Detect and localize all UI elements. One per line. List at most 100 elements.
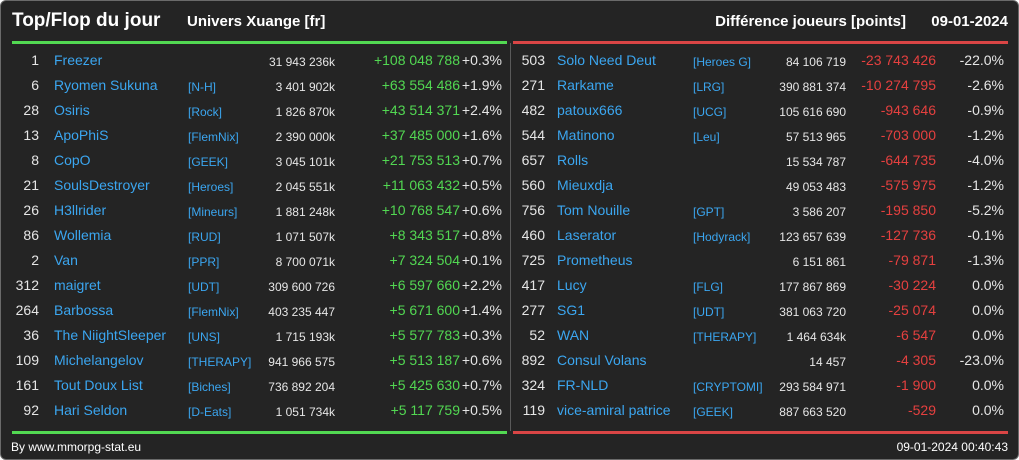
points-difference: -529 xyxy=(907,402,936,418)
flop-row: 482 patoux666 [UCG] 105 616 690 -943 646 -0.9… xyxy=(513,99,1008,124)
top-row: 92 Hari Seldon [D-Eats] 1 051 734k +5 117 75… xyxy=(12,399,507,424)
player-name-link[interactable]: maigret xyxy=(54,277,101,293)
player-name-link[interactable]: Tout Doux List xyxy=(54,377,143,393)
percent-change: -22.0% xyxy=(959,52,1004,68)
player-name-link[interactable]: Rolls xyxy=(557,152,589,168)
alliance-tag-link[interactable]: [Mineurs] xyxy=(188,205,238,219)
player-name-link[interactable]: FR-NLD xyxy=(557,377,609,393)
alliance-tag-link[interactable]: [RUD] xyxy=(188,230,221,244)
player-points: 57 513 965 xyxy=(785,130,846,144)
alliance-tag-link[interactable]: [GEEK] xyxy=(693,405,734,419)
player-points: 3 586 207 xyxy=(792,205,846,219)
alliance-tag-link[interactable]: [Heroes] xyxy=(188,180,234,194)
points-difference: +6 597 660 xyxy=(389,277,460,293)
player-points: 31 943 236k xyxy=(268,55,335,69)
player-name-link[interactable]: Consul Volans xyxy=(557,352,647,368)
flop-row: 119 vice-amiral patrice [GEEK] 887 663 520 -… xyxy=(513,399,1008,424)
player-name-link[interactable]: Barbossa xyxy=(54,302,114,318)
points-difference: +10 768 547 xyxy=(381,202,460,218)
alliance-tag-link[interactable]: [THERAPY] xyxy=(188,355,252,369)
top-row: 2 Van [PPR] 8 700 071k +7 324 504 +0.1% xyxy=(12,249,507,274)
alliance-tag-link[interactable]: [FlemNix] xyxy=(188,305,239,319)
player-points: 381 063 720 xyxy=(779,305,846,319)
points-difference: -25 074 xyxy=(888,302,936,318)
player-rank: 271 xyxy=(521,77,545,93)
percent-change: +0.8% xyxy=(461,227,502,243)
percent-change: +0.1% xyxy=(461,252,502,268)
player-name-link[interactable]: WAN xyxy=(557,327,590,343)
player-name-link[interactable]: Prometheus xyxy=(557,252,633,268)
alliance-tag-link[interactable]: [LRG] xyxy=(693,80,725,94)
flop-row: 271 Rarkame [LRG] 390 881 374 -10 274 795 -2.… xyxy=(513,74,1008,99)
player-name-link[interactable]: Freezer xyxy=(54,52,103,68)
player-name-link[interactable]: Lucy xyxy=(557,277,587,293)
player-name-link[interactable]: Wollemia xyxy=(54,227,112,243)
alliance-tag-link[interactable]: [N-H] xyxy=(188,80,216,94)
alliance-tag-link[interactable]: [Rock] xyxy=(188,105,223,119)
player-name-link[interactable]: Van xyxy=(54,252,78,268)
alliance-tag-link[interactable]: [D-Eats] xyxy=(188,405,232,419)
flop-bottom-bar xyxy=(513,431,1008,434)
percent-change: 0.0% xyxy=(972,302,1004,318)
percent-change: -2.6% xyxy=(967,77,1004,93)
alliance-tag-link[interactable]: [FlemNix] xyxy=(188,130,239,144)
alliance-tag-link[interactable]: [CRYPTOMI] xyxy=(693,380,763,394)
player-name-link[interactable]: Solo Need Deut xyxy=(557,52,656,68)
points-difference: -195 850 xyxy=(880,202,936,218)
player-name-link[interactable]: Osiris xyxy=(54,102,90,118)
alliance-tag-link[interactable]: [UCG] xyxy=(693,105,727,119)
player-points: 8 700 071k xyxy=(275,255,335,269)
alliance-tag-link[interactable]: [Hodyrack] xyxy=(693,230,751,244)
player-name-link[interactable]: SoulsDestroyer xyxy=(54,177,150,193)
points-difference: -4 305 xyxy=(896,352,936,368)
player-points: 1 071 507k xyxy=(275,230,335,244)
player-name-link[interactable]: H3llrider xyxy=(54,202,107,218)
player-name-link[interactable]: vice-amiral patrice xyxy=(557,402,671,418)
player-name-link[interactable]: The NiightSleeper xyxy=(54,327,167,343)
player-name-link[interactable]: Ryomen Sukuna xyxy=(54,77,158,93)
alliance-tag-link[interactable]: [GEEK] xyxy=(188,155,229,169)
alliance-tag-link[interactable]: [Biches] xyxy=(188,380,231,394)
alliance-tag-link[interactable]: [THERAPY] xyxy=(693,330,757,344)
alliance-tag-link[interactable]: [UDT] xyxy=(188,280,220,294)
points-difference: +5 671 600 xyxy=(389,302,460,318)
points-difference: +5 117 759 xyxy=(390,402,460,418)
percent-change: 0.0% xyxy=(972,277,1004,293)
player-name-link[interactable]: patoux666 xyxy=(557,102,623,118)
player-name-link[interactable]: ApoPhiS xyxy=(54,127,109,143)
player-name-link[interactable]: Mieuxdja xyxy=(557,177,614,193)
percent-change: +1.6% xyxy=(461,127,502,143)
column-separator xyxy=(510,43,511,431)
percent-change: +0.3% xyxy=(461,327,502,343)
player-points: 14 457 xyxy=(809,355,846,369)
alliance-tag-link[interactable]: [PPR] xyxy=(188,255,220,269)
top-row: 312 maigret [UDT] 309 600 726 +6 597 660 +2.2… xyxy=(12,274,507,299)
player-rank: 892 xyxy=(521,352,545,368)
player-name-link[interactable]: Matinono xyxy=(557,127,615,143)
player-name-link[interactable]: Tom Nouille xyxy=(557,202,631,218)
alliance-tag-link[interactable]: [GPT] xyxy=(693,205,725,219)
player-name-link[interactable]: CopO xyxy=(54,152,91,168)
player-rank: 2 xyxy=(31,252,39,268)
points-difference: +11 063 432 xyxy=(382,177,460,193)
percent-change: 0.0% xyxy=(972,377,1004,393)
points-difference: +5 577 783 xyxy=(389,327,460,343)
flop-row: 892 Consul Volans 14 457 -4 305 -23.0% xyxy=(513,349,1008,374)
alliance-tag-link[interactable]: [UDT] xyxy=(693,305,725,319)
flop-row: 657 Rolls 15 534 787 -644 735 -4.0% xyxy=(513,149,1008,174)
alliance-tag-link[interactable]: [FLG] xyxy=(693,280,724,294)
points-difference: -6 547 xyxy=(896,327,936,343)
player-name-link[interactable]: Michelangelov xyxy=(54,352,144,368)
player-rank: 312 xyxy=(15,277,39,293)
player-points: 49 053 483 xyxy=(785,180,846,194)
player-name-link[interactable]: SG1 xyxy=(557,302,586,318)
player-name-link[interactable]: Rarkame xyxy=(557,77,614,93)
player-name-link[interactable]: Laserator xyxy=(557,227,617,243)
player-points: 3 045 101k xyxy=(275,155,335,169)
alliance-tag-link[interactable]: [UNS] xyxy=(188,330,221,344)
alliance-tag-link[interactable]: [Heroes G] xyxy=(693,55,752,69)
player-points: 84 106 719 xyxy=(785,55,846,69)
alliance-tag-link[interactable]: [Leu] xyxy=(693,130,720,144)
points-difference: -703 000 xyxy=(880,127,936,143)
player-name-link[interactable]: Hari Seldon xyxy=(54,402,128,418)
